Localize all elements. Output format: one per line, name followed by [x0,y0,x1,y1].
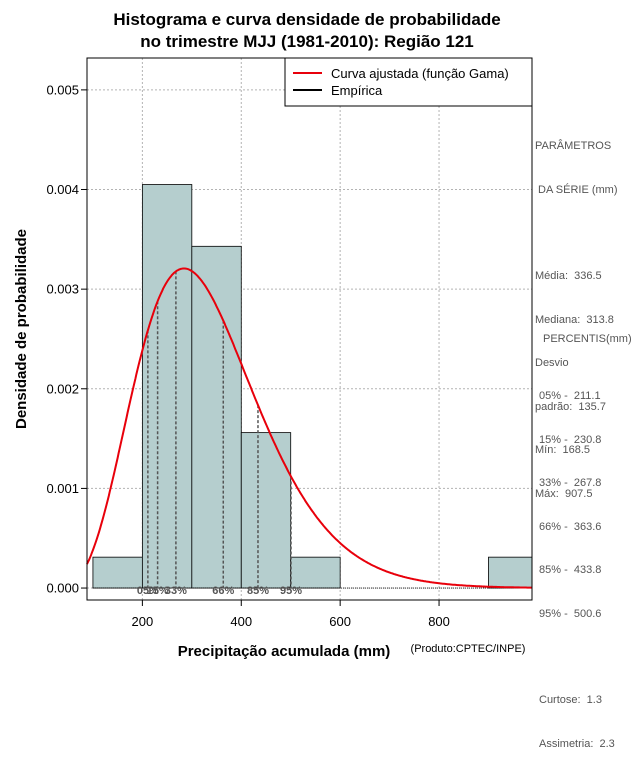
gamma-curve-group [86,267,532,589]
percentile-marker-label: 05% [137,585,159,597]
x-tick-label: 600 [329,614,351,629]
skewness-stat: Assimetria: 2.3 [539,737,615,750]
percentile-item: 33% - 267.8 [539,477,602,489]
y-tick-label: 0.004 [46,182,79,197]
param-item: Mediana: 313.8 [535,313,614,326]
legend-box [284,57,533,107]
y-tick-label: 0.003 [46,282,79,297]
histogram-bar [141,184,193,589]
params-heading-1: PARÂMETROS [535,140,612,152]
legend-empirical-label: Empírica [331,83,383,98]
x-axis-ticks: 200 400 600 800 [132,600,450,629]
histogram-bar [92,556,143,589]
chart-title-line-2: no trimestre MJJ (1981-2010): Região 121 [140,32,474,51]
histogram-bar [488,556,533,589]
y-axis-ticks: 0.000 0.001 0.002 0.003 0.004 0.005 [46,82,87,596]
histogram-bar [191,245,242,589]
kurtosis-stat: Curtose: 1.3 [539,694,602,706]
param-item: Média: 336.5 [535,270,602,282]
param-item: Mín: 168.5 [535,444,591,456]
histogram-bar [240,432,292,589]
chart-title-line-1: Histograma e curva densidade de probabil… [113,10,500,29]
y-tick-label: 0.001 [46,481,79,496]
x-tick-label: 800 [428,614,450,629]
percentile-item: 66% - 363.6 [539,520,602,533]
product-credit: (Produto:CPTEC/INPE) [411,643,526,655]
percentile-marker-label: 66% [212,585,234,597]
y-tick-label: 0.005 [46,82,79,97]
percentis-panel: 05% - 211.1 15% - 230.8 33% - 267.8 66% … [539,360,615,766]
param-item: Desvio [535,357,569,369]
params-heading-2: DA SÉRIE (mm) [535,183,618,196]
percentile-item: 05% - 211.1 [539,390,601,402]
percentile-item: 95% - 500.6 [539,607,602,620]
gamma-curve [86,267,532,589]
percentile-marker-label: 85% [247,585,269,597]
params-panel: PARÂMETROS DA SÉRIE (mm) Média: 336.5 Me… [535,110,618,516]
percentile-item: 85% - 433.8 [539,564,602,576]
y-tick-label: 0.000 [46,581,79,596]
x-tick-label: 200 [132,614,154,629]
histogram-chart: Histograma e curva densidade de probabil… [13,10,533,660]
legend-fitted-curve-label: Curva ajustada (função Gama) [331,66,509,81]
percentis-heading: PERCENTIS(mm) [543,333,632,345]
percentile-item: 15% - 230.8 [539,433,602,446]
x-axis-label: Precipitação acumulada (mm) [178,643,391,660]
x-tick-label: 400 [230,614,252,629]
legend: Curva ajustada (função Gama) Empírica [284,57,533,107]
histogram-bar [290,556,341,589]
y-axis-label: Densidade de probabilidade [13,229,30,429]
percentile-marker-label: 15% [147,585,169,597]
param-item: padrão: 135.7 [535,400,606,413]
y-tick-label: 0.002 [46,381,79,396]
histogram-bars [92,184,533,589]
param-item: Máx: 907.5 [535,487,593,500]
percentile-markers: 05%15%33% 66% 85% 95% [137,271,302,597]
percentile-marker-label: 33% [165,585,187,597]
percentile-marker-label: 95% [280,585,302,597]
